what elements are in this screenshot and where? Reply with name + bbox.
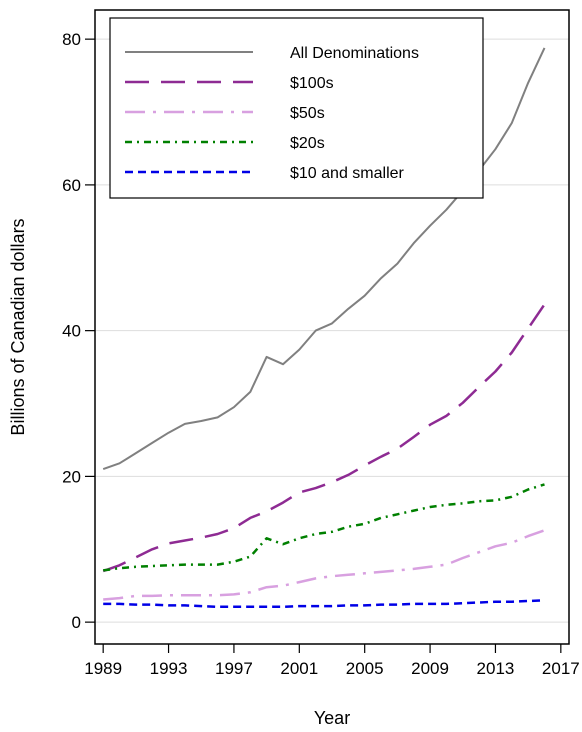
series-line (103, 483, 545, 572)
y-tick-label: 80 (62, 30, 81, 49)
x-tick-label: 1989 (84, 659, 122, 678)
x-tick-label: 2017 (542, 659, 580, 678)
plot-frame (94, 9, 570, 645)
y-axis-title: Billions of Canadian dollars (8, 218, 28, 435)
y-tick-label: 40 (62, 322, 81, 341)
legend: All Denominations $100s $50s $20s $10 and sm… (109, 17, 484, 199)
x-axis: 1989 1993 1997 2001 2005 2009 2013 2017 (84, 644, 580, 678)
x-tick-label: 2013 (477, 659, 515, 678)
y-axis: 0 20 40 60 80 (62, 30, 95, 632)
x-tick-label: 1993 (150, 659, 188, 678)
x-tick-label: 2005 (346, 659, 384, 678)
series-line (103, 529, 545, 601)
y-tick-label: 0 (72, 613, 81, 632)
legend-label: $100s (290, 75, 334, 92)
x-axis-title: Year (314, 708, 350, 728)
y-tick-label: 60 (62, 176, 81, 195)
legend-label: All Denominations (290, 45, 419, 62)
series-line (102, 303, 546, 573)
y-tick-label: 20 (62, 467, 81, 486)
series-line (103, 599, 545, 609)
legend-label: $20s (290, 135, 325, 152)
legend-label: $50s (290, 105, 325, 122)
legend-label: $10 and smaller (290, 165, 405, 182)
legend-box (109, 17, 484, 199)
x-tick-label: 1997 (215, 659, 253, 678)
x-tick-label: 2001 (280, 659, 318, 678)
x-tick-label: 2009 (411, 659, 449, 678)
